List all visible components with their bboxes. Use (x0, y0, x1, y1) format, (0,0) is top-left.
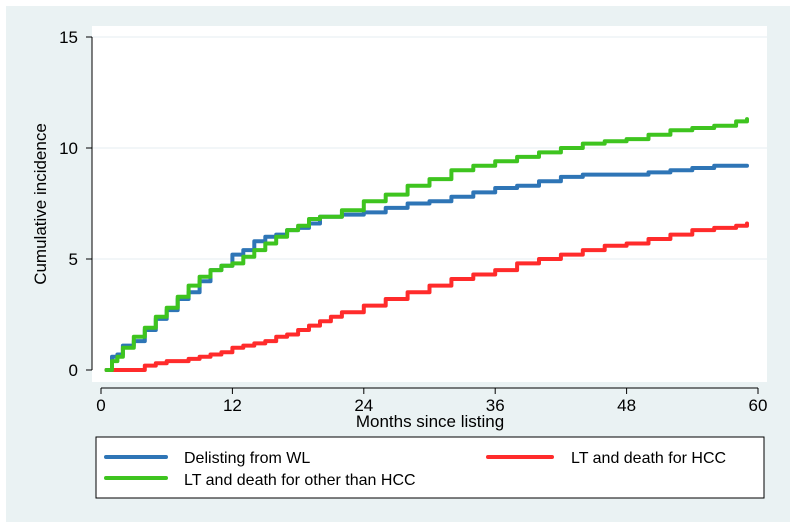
series-line-3 (104, 117, 749, 372)
y-tick-label: 10 (59, 139, 78, 158)
x-axis-label: Months since listing (356, 412, 504, 431)
x-tick-label: 12 (223, 396, 242, 415)
legend-label-2: LT and death for HCC (571, 450, 726, 467)
series-line-2 (104, 221, 749, 372)
y-tick-label: 5 (69, 250, 78, 269)
legend-label-1: Delisting from WL (184, 450, 310, 467)
y-axis-label: Cumulative incidence (31, 123, 50, 285)
y-tick-label: 15 (59, 28, 78, 47)
x-tick-label: 24 (354, 396, 373, 415)
y-tick-label: 0 (69, 361, 78, 380)
series (104, 117, 749, 372)
x-tick-label: 36 (486, 396, 505, 415)
series-line-1 (104, 163, 749, 372)
legend-box (95, 436, 765, 499)
x-tick-label: 48 (617, 396, 636, 415)
axes: 0 5 10 15 0 12 24 36 48 60 (59, 28, 767, 415)
grid (92, 36, 767, 260)
x-tick-label: 0 (96, 396, 105, 415)
x-tick-label: 60 (749, 396, 768, 415)
legend-label-3: LT and death for other than HCC (184, 472, 416, 489)
legend: Delisting from WL LT and death for HCC LT … (104, 450, 726, 489)
